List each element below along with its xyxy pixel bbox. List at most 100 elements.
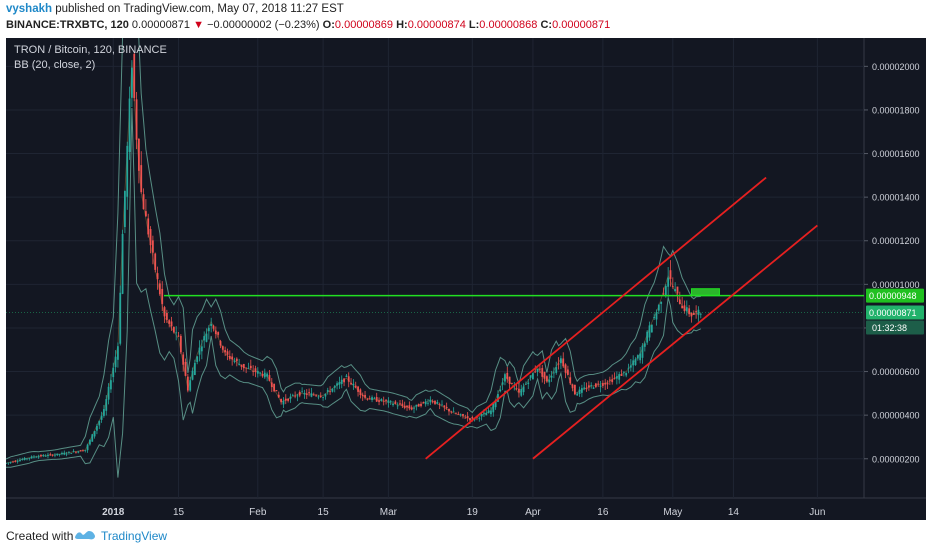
candle-body bbox=[520, 388, 523, 396]
candle-body bbox=[380, 399, 383, 401]
candle-body bbox=[280, 398, 283, 403]
candle-body bbox=[140, 165, 143, 193]
candle-body bbox=[375, 397, 378, 402]
y-tick-label: 0.00002000 bbox=[872, 62, 920, 72]
candle-body bbox=[443, 405, 446, 408]
candle-body bbox=[124, 190, 126, 228]
candle-body bbox=[254, 368, 257, 373]
candle-body bbox=[653, 316, 656, 319]
candle-body bbox=[86, 444, 89, 451]
candle-body bbox=[89, 439, 91, 445]
candle-body bbox=[93, 430, 96, 437]
candle-body bbox=[105, 399, 108, 411]
candle-body bbox=[357, 386, 359, 392]
candle-body bbox=[464, 417, 467, 419]
candle-body bbox=[12, 461, 14, 463]
candle-body bbox=[14, 461, 17, 462]
candle-body bbox=[312, 394, 315, 396]
chart-canvas[interactable]: 0.00002000 0.00001800 0.00001600 0.00001400… bbox=[6, 38, 926, 520]
candle-body bbox=[571, 384, 574, 389]
candle-body bbox=[198, 347, 201, 355]
candle-body bbox=[117, 346, 119, 360]
author-link[interactable]: vyshakh bbox=[6, 3, 53, 15]
candle-body bbox=[345, 375, 348, 377]
candle-body bbox=[543, 371, 546, 379]
candle-body bbox=[664, 285, 667, 296]
candle-body bbox=[564, 364, 567, 373]
candle-body bbox=[189, 380, 192, 391]
candle-body bbox=[576, 393, 579, 396]
candle-body bbox=[608, 379, 611, 381]
candle-body bbox=[275, 390, 278, 392]
candle-body bbox=[452, 411, 455, 413]
tradingview-brand[interactable]: TradingView bbox=[101, 529, 168, 543]
candle-body bbox=[632, 360, 635, 366]
candle-body bbox=[667, 277, 670, 287]
price-chart[interactable]: 0.00002000 0.00001800 0.00001600 0.00001400… bbox=[6, 38, 926, 520]
low-value: 0.00000868 bbox=[479, 19, 538, 31]
y-tick-label: 0.00000200 bbox=[872, 454, 920, 464]
candle-body bbox=[604, 383, 607, 385]
candle-body bbox=[518, 388, 520, 393]
candle-body bbox=[261, 374, 264, 377]
candle-body bbox=[501, 382, 504, 385]
candle-body bbox=[133, 54, 136, 98]
candle-body bbox=[308, 392, 310, 394]
candle-body bbox=[480, 414, 483, 417]
created-with-text: Created with bbox=[6, 529, 74, 543]
high-value: 0.00000874 bbox=[407, 19, 466, 31]
candle-body bbox=[322, 396, 324, 398]
candle-body bbox=[683, 305, 686, 312]
candle-body bbox=[40, 455, 42, 457]
candle-body bbox=[641, 345, 644, 358]
y-tick-label: 0.00001400 bbox=[872, 193, 920, 203]
candle-body bbox=[128, 98, 131, 152]
candle-body bbox=[611, 379, 614, 383]
close-label: C: bbox=[540, 19, 553, 31]
candle-body bbox=[485, 412, 488, 416]
candle-body bbox=[660, 301, 663, 304]
candle-body bbox=[37, 456, 40, 458]
candle-body bbox=[373, 397, 376, 399]
candle-body bbox=[207, 327, 210, 332]
candle-body bbox=[685, 307, 688, 312]
indicator-label[interactable]: BB (20, close, 2) bbox=[14, 59, 96, 71]
countdown-tag-bg bbox=[866, 320, 924, 335]
candle-body bbox=[58, 454, 61, 455]
candle-body bbox=[466, 416, 469, 418]
candle-body bbox=[392, 404, 394, 406]
candle-body bbox=[287, 398, 290, 401]
candle-body bbox=[9, 462, 12, 463]
candle-body bbox=[96, 425, 98, 431]
x-tick-label: 15 bbox=[318, 507, 330, 518]
candle-body bbox=[16, 461, 19, 462]
candle-body bbox=[483, 412, 485, 414]
candle-body bbox=[103, 409, 105, 416]
candle-body bbox=[650, 324, 653, 333]
candle-body bbox=[455, 413, 457, 415]
candle-body bbox=[646, 331, 649, 343]
bollinger-lower-band bbox=[6, 107, 701, 478]
candle-body bbox=[68, 451, 70, 453]
candle-body bbox=[19, 459, 21, 462]
candle-body bbox=[462, 414, 464, 416]
candle-body bbox=[249, 365, 252, 369]
candle-body bbox=[424, 401, 427, 405]
candle-body bbox=[177, 335, 180, 337]
candle-body bbox=[499, 389, 502, 392]
candle-body bbox=[259, 372, 262, 374]
candle-body bbox=[168, 320, 171, 324]
candle-body bbox=[205, 333, 208, 342]
candle-body bbox=[336, 383, 338, 386]
candle-body bbox=[47, 454, 49, 457]
chart-header: vyshakh published on TradingView.com, Ma… bbox=[0, 0, 932, 38]
candle-body bbox=[343, 378, 345, 383]
tradingview-logo-icon[interactable] bbox=[74, 528, 96, 542]
candle-body bbox=[539, 368, 541, 370]
candle-body bbox=[200, 346, 203, 352]
last-price-tag-bg bbox=[866, 305, 924, 320]
candle-body bbox=[54, 454, 56, 456]
candle-body bbox=[515, 388, 518, 390]
candle-body bbox=[389, 401, 392, 402]
open-label: O: bbox=[322, 19, 335, 31]
